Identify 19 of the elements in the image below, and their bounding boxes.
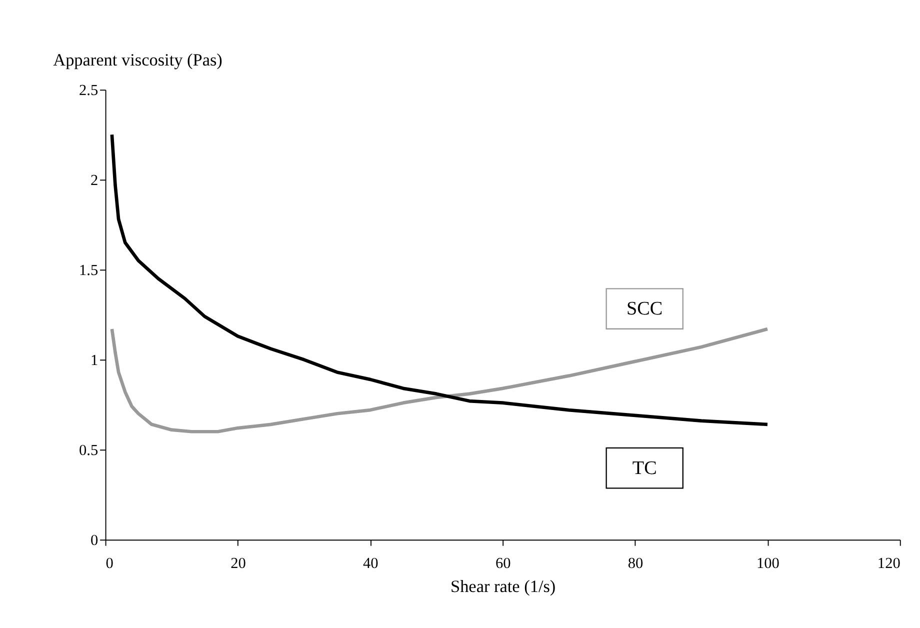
y-tick-label: 2	[90, 172, 98, 189]
x-tick-label: 0	[106, 554, 114, 572]
line-series	[110, 327, 770, 434]
x-axis-title: Shear rate (1/s)	[450, 576, 556, 596]
y-tick-label: 1.5	[79, 262, 98, 279]
x-tick-label: 60	[495, 554, 512, 572]
series-label: SCC	[626, 298, 663, 320]
text: TC	[632, 458, 657, 479]
x-tick-label: 40	[363, 554, 379, 572]
y-tick-label: 0.5	[79, 442, 98, 459]
x-tick-label: 120	[877, 554, 901, 572]
line-series	[110, 132, 770, 426]
y-axis-title: Apparent viscosity (Pas)	[53, 50, 222, 70]
y-tick-label: 2.5	[79, 82, 98, 99]
x-tick-label: 100	[756, 554, 780, 572]
y-tick-label: 0	[90, 532, 98, 549]
y-tick-label: 1	[90, 352, 98, 369]
x-tick-label: 80	[628, 554, 644, 572]
x-tick-label: 20	[230, 554, 246, 572]
